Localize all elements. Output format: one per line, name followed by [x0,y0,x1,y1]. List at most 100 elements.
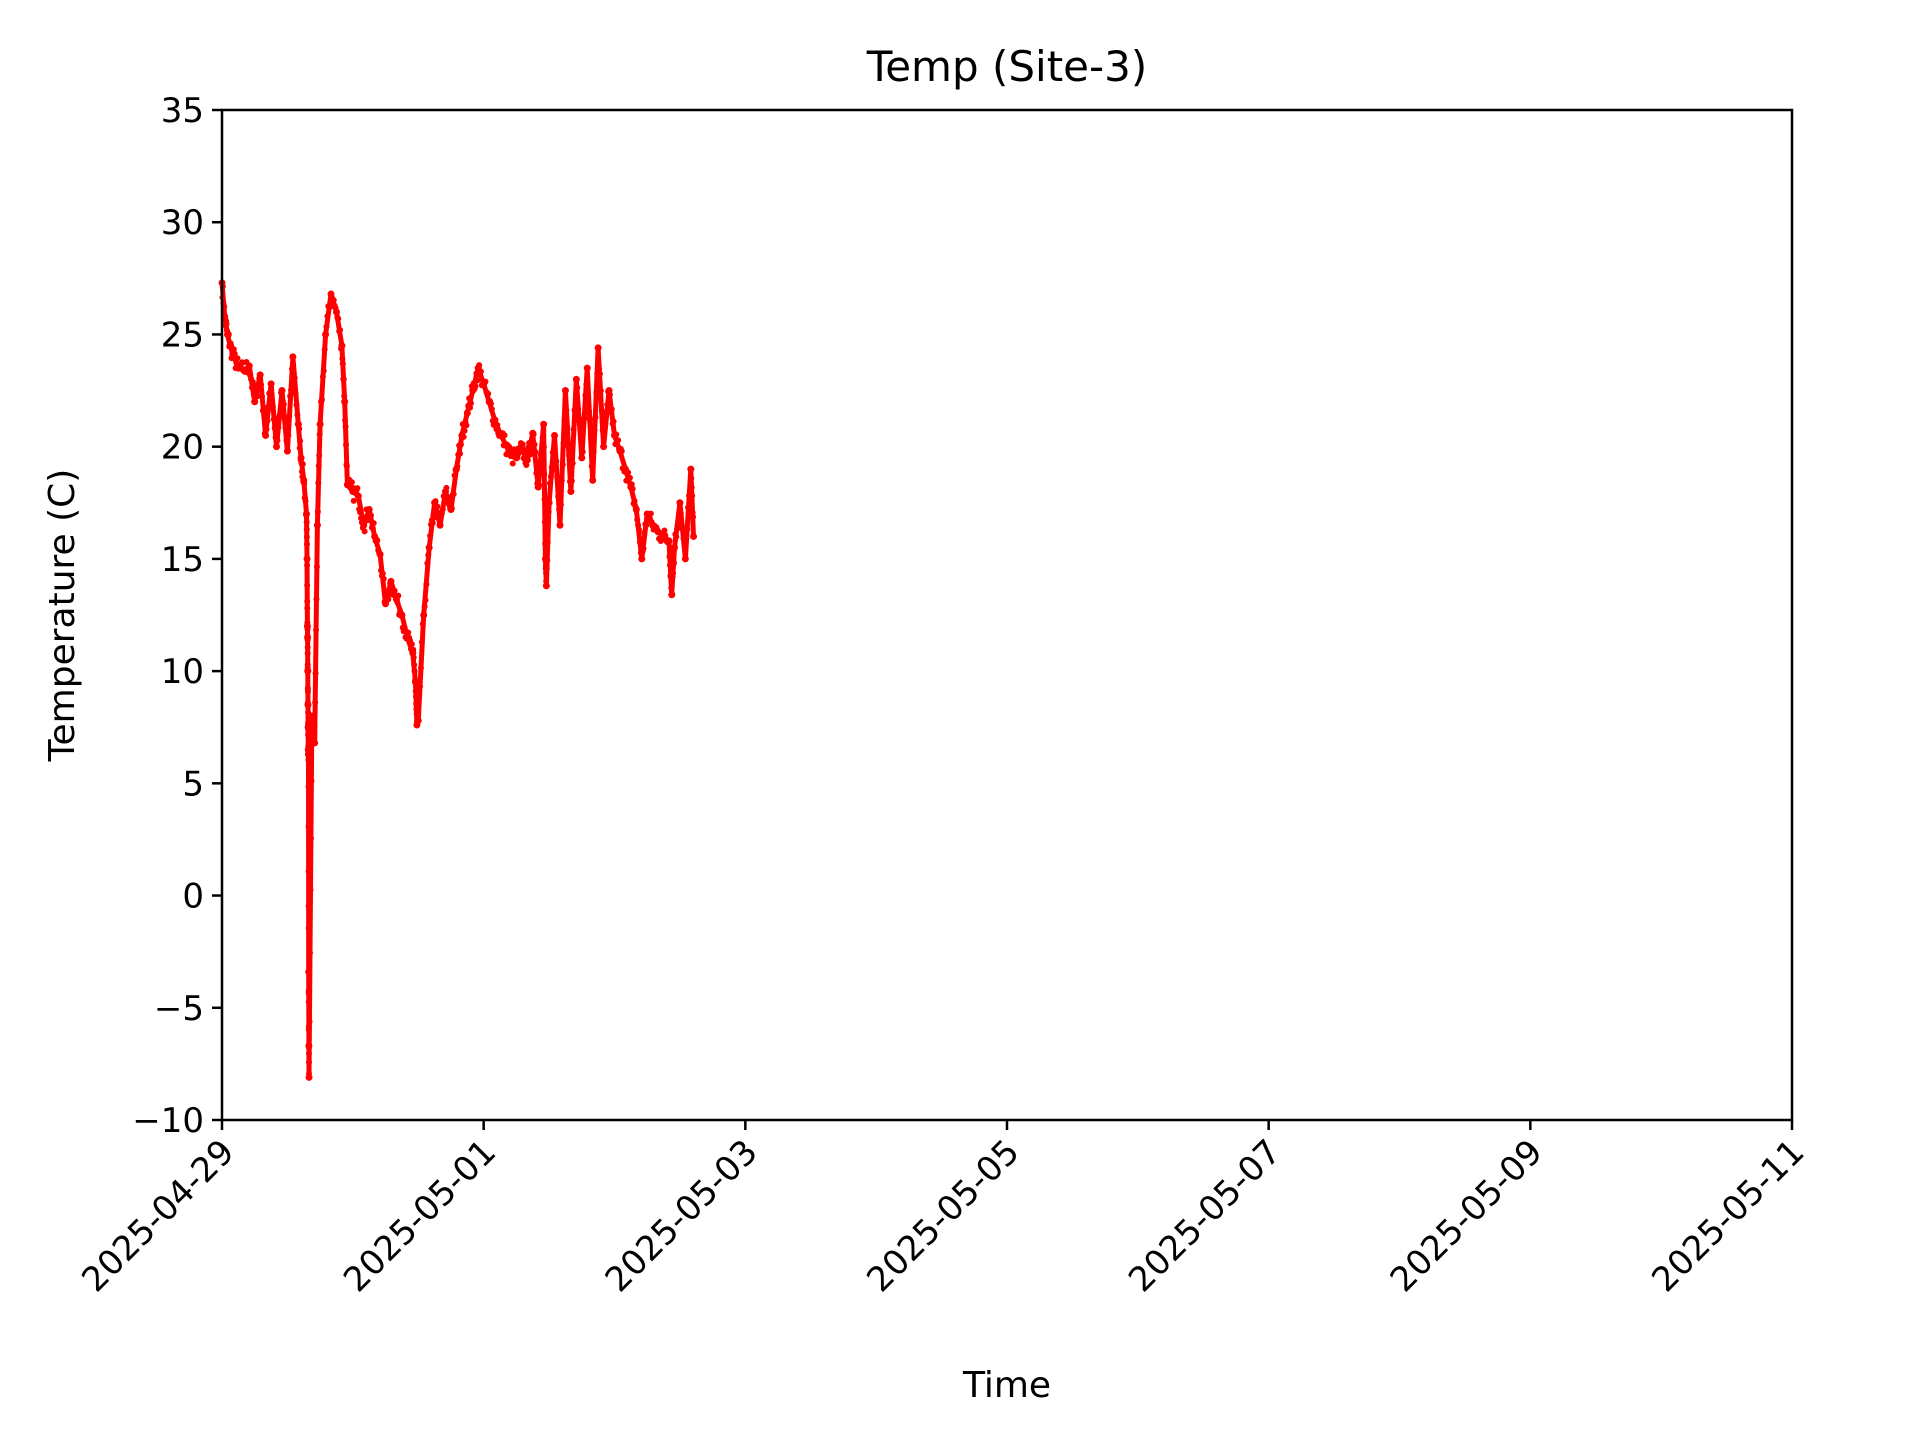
y-tick-label: 35 [161,91,204,131]
data-point [454,463,461,470]
data-point [472,383,479,390]
data-point [267,380,275,388]
data-point [634,516,641,523]
data-point [358,519,365,526]
data-point [338,345,345,352]
data-point [583,381,590,388]
data-point [357,509,364,516]
data-point [350,497,357,504]
data-point [302,498,309,505]
data-point [425,552,432,559]
data-point [689,492,696,499]
data-point [533,470,540,477]
data-point [574,384,581,391]
data-point [585,392,592,399]
data-point [343,463,350,470]
data-point [460,433,467,440]
data-point [258,381,265,388]
data-point [676,499,684,507]
data-point [305,732,312,739]
data-point [575,405,582,412]
data-point [541,471,548,478]
data-point [501,432,508,439]
chart-title: Temp (Site-3) [866,42,1148,91]
y-tick-label: 5 [182,764,204,804]
data-point [492,416,499,423]
data-point [394,599,401,606]
data-point [540,444,547,451]
x-tick-label: 2025-05-05 [859,1132,1027,1300]
data-point [598,407,605,414]
data-point [539,434,546,441]
data-point [387,580,394,587]
data-point [545,499,553,507]
data-point [307,886,314,893]
data-point [343,441,350,448]
data-point [305,1050,312,1057]
data-point [565,443,572,450]
data-point [305,968,313,976]
data-point [566,452,573,459]
data-point [532,448,539,455]
data-point [643,522,650,529]
data-point [313,521,321,529]
data-point [265,403,272,410]
data-point [267,389,274,396]
data-point [293,401,300,408]
data-point [311,739,319,747]
data-point [596,370,603,377]
data-point [416,691,423,698]
data-point [548,464,555,471]
y-tick-label: 20 [161,428,204,468]
data-point [337,326,344,333]
data-point [313,563,320,570]
data-point [374,537,381,544]
data-point [316,420,324,428]
data-point [277,411,284,418]
data-point [661,527,668,534]
data-point [308,777,315,784]
data-point [685,504,692,511]
data-point [586,416,593,423]
data-point [419,621,426,628]
data-point [434,503,441,510]
data-point [299,460,306,467]
data-point [610,418,617,425]
data-point [581,415,588,422]
data-point [670,544,678,552]
data-point [684,526,691,533]
data-point [690,513,697,520]
data-point [410,654,417,661]
data-point [553,458,560,465]
data-point [601,427,608,434]
data-point [578,454,586,462]
data-point [425,544,433,552]
data-points [218,279,698,1081]
data-point [576,421,583,428]
data-point [467,400,474,407]
data-point [545,508,552,515]
data-point [568,477,575,484]
data-point [681,555,689,563]
data-point [249,378,256,385]
data-point [305,823,312,830]
data-point [606,391,613,398]
data-point [594,344,602,352]
data-point [397,612,404,619]
data-point [379,570,386,577]
data-point [477,368,484,375]
data-point [294,411,301,418]
data-point [538,448,545,455]
data-point [264,418,271,425]
data-point [688,484,695,491]
data-point [315,462,322,469]
x-axis-ticks: 2025-04-29 2025-05-01 2025-05-03 2025-05-05… [74,1120,1812,1300]
data-point [629,485,636,492]
data-point [296,425,303,432]
data-point [421,603,428,610]
data-point [531,441,538,448]
data-point [647,510,654,517]
data-point [234,355,241,362]
data-point [445,494,452,501]
data-point [315,479,322,486]
